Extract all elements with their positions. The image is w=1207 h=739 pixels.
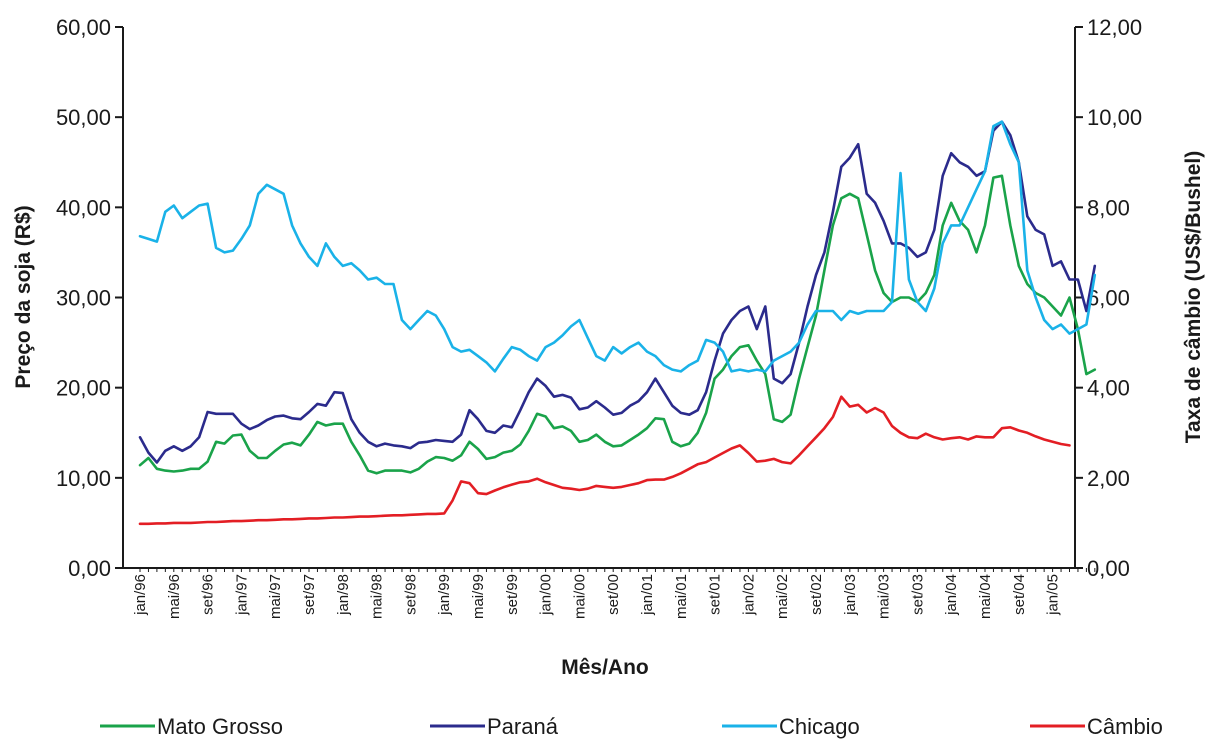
series-lines (138, 120, 1097, 526)
x-tick-label: set/03 (909, 574, 926, 615)
right-tick-label: 8,00 (1087, 195, 1130, 220)
x-tick-label: set/97 (301, 574, 318, 615)
x-tick-label: mai/02 (774, 574, 791, 619)
right-axis-title: Taxa de câmbio (US$/Bushel) (1182, 151, 1205, 444)
x-tick-label: set/04 (1011, 574, 1028, 615)
x-tick-label: mai/01 (673, 574, 690, 619)
series-line-chicago (138, 120, 1097, 373)
series-line-cambio (138, 395, 1071, 526)
x-tick-label: jan/96 (132, 574, 149, 616)
legend-label: Mato Grosso (157, 714, 283, 739)
x-ticks: jan/96 mai/96 set/96 jan/97 mai/97 set/97 jan/… (132, 568, 1096, 619)
x-tick-label: set/99 (504, 574, 521, 615)
legend-label: Câmbio (1087, 714, 1163, 739)
legend-label: Chicago (779, 714, 860, 739)
x-tick-label: jan/02 (740, 574, 757, 616)
x-tick-label: mai/99 (470, 574, 487, 619)
legend: Mato Grosso Paraná Chicago Câmbio (100, 714, 1163, 739)
x-tick-label: mai/04 (977, 574, 994, 619)
x-tick-label: jan/99 (436, 574, 453, 616)
x-tick-label: jan/98 (335, 574, 352, 616)
x-tick-label: mai/96 (166, 574, 183, 619)
legend-label: Paraná (487, 714, 559, 739)
x-tick-label: set/98 (402, 574, 419, 615)
x-tick-label: set/00 (605, 574, 622, 615)
x-tick-label: set/01 (707, 574, 724, 615)
x-tick-label: jan/03 (842, 574, 859, 616)
series-line-mato-grosso (138, 174, 1097, 475)
left-tick-label: 50,00 (56, 105, 111, 130)
x-tick-label: set/96 (200, 574, 217, 615)
right-ticks: 0,00 2,00 4,00 6,00 8,00 10,00 12,00 (1075, 15, 1142, 581)
left-tick-label: 0,00 (68, 556, 111, 581)
right-tick-label: 6,00 (1087, 286, 1130, 311)
x-tick-label: jan/97 (233, 574, 250, 616)
left-tick-label: 10,00 (56, 466, 111, 491)
left-tick-label: 40,00 (56, 195, 111, 220)
left-tick-label: 20,00 (56, 376, 111, 401)
right-tick-label: 0,00 (1087, 556, 1130, 581)
x-tick-label: mai/03 (876, 574, 893, 619)
x-tick-label: jan/01 (639, 574, 656, 616)
left-tick-label: 60,00 (56, 15, 111, 40)
x-tick-label: jan/05 (1045, 574, 1062, 616)
left-ticks: 0,00 10,00 20,00 30,00 40,00 50,00 60,00 (56, 15, 123, 581)
right-tick-label: 10,00 (1087, 105, 1142, 130)
x-tick-label: mai/97 (267, 574, 284, 619)
x-tick-label: jan/00 (538, 574, 555, 616)
left-axis-title: Preço da soja (R$) (12, 205, 35, 388)
left-tick-label: 30,00 (56, 286, 111, 311)
right-tick-label: 4,00 (1087, 376, 1130, 401)
x-tick-label: mai/00 (571, 574, 588, 619)
x-tick-label: set/02 (808, 574, 825, 615)
x-tick-label: jan/04 (943, 574, 960, 616)
x-tick-label: mai/98 (369, 574, 386, 619)
x-axis-title: Mês/Ano (561, 656, 649, 679)
series-line-parana (138, 120, 1097, 464)
right-tick-label: 2,00 (1087, 466, 1130, 491)
right-tick-label: 12,00 (1087, 15, 1142, 40)
